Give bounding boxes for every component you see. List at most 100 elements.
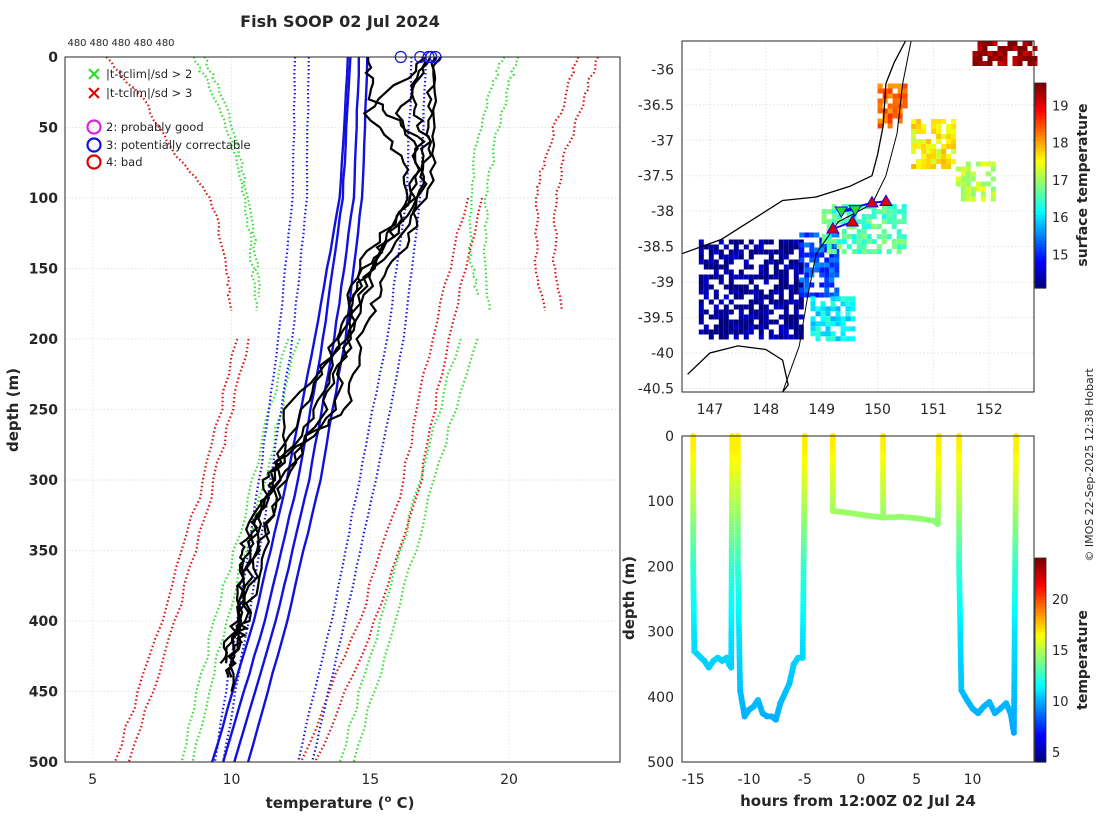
climatology-blue-dotted-line (222, 56, 310, 763)
timeseries-y-tick-label: 200 (647, 559, 674, 575)
map-y-tick-label: -39 (651, 275, 674, 291)
timeseries-colorbar-frame (1034, 557, 1047, 763)
legend-entry-label: 3: potentially correctable (106, 138, 251, 152)
profile-y-tick-label: 0 (48, 50, 58, 66)
legend-circle-marker (86, 119, 102, 135)
timeseries-cast (734, 433, 808, 723)
profile-plot-frame (64, 56, 621, 763)
observed-profile-line (219, 56, 443, 665)
profile-top-labels: 480 480 480 480 480 (67, 38, 174, 49)
map-plot-frame (681, 40, 1035, 393)
profile-top-label: 480 (67, 38, 86, 49)
profile-top-label: 480 (111, 38, 130, 49)
profile-y-tick-label: 500 (29, 755, 58, 771)
profile-legend: |t-tclim|/sd > 2 |t-tclim|/sd > 3 2: proba… (86, 67, 251, 170)
climatology-green-line (338, 338, 462, 763)
legend-entry-label: |t-tclim|/sd > 3 (106, 86, 192, 100)
sst-patch (877, 83, 908, 129)
timeseries-y-tick-label: 0 (665, 429, 674, 445)
legend-x-marker (88, 68, 100, 80)
timeseries-colorbar-tick-label: 20 (1052, 593, 1069, 608)
timeseries-y-axis-label: depth (m) (620, 556, 638, 640)
sst-patch (955, 161, 996, 202)
sst-patch (810, 296, 856, 342)
climatology-red-line (113, 338, 239, 763)
timeseries-y-tick-label: 300 (647, 625, 674, 641)
map-x-tick-label: 148 (752, 402, 779, 418)
profile-x-axis-label: temperature (o C) (266, 794, 415, 812)
station-marker (845, 214, 860, 227)
profile-x-axis-label-tail: C) (391, 794, 414, 812)
profile-top-label: 480 (155, 38, 174, 49)
observed-profile-line (233, 56, 427, 650)
map-y-tick-label: -40 (651, 346, 674, 362)
map-y-tick-label: -36 (651, 62, 674, 78)
station-marker (825, 221, 840, 234)
station-marker (834, 206, 849, 219)
climatology-blue-line (222, 56, 352, 763)
profile-y-tick-label: 400 (29, 614, 58, 630)
climatology-blue-line (233, 57, 360, 763)
legend-circle-marker (86, 137, 102, 153)
map-y-tick-label: -39.5 (638, 311, 674, 327)
observed-profile-line (228, 56, 432, 692)
island-coastline (687, 345, 789, 393)
map-y-tick-label: -37 (651, 133, 674, 149)
sst-patch (799, 232, 840, 298)
station-marker (879, 194, 893, 206)
timeseries-x-tick-label: 5 (912, 772, 921, 788)
map-colorbar-tick-label: 16 (1052, 211, 1069, 226)
map-colorbar-tick-label: 19 (1052, 99, 1069, 114)
profile-y-tick-label: 350 (29, 544, 58, 560)
map-colorbar-tick-label: 18 (1052, 137, 1069, 152)
map-colorbar-frame (1034, 82, 1047, 289)
sst-patch (972, 41, 1038, 66)
climatology-green-line (352, 338, 479, 763)
climatology-red-line (313, 197, 484, 763)
profile-y-tick-label: 100 (29, 191, 58, 207)
profile-y-tick-label: 50 (39, 121, 59, 137)
map-sst-patches (698, 41, 1038, 342)
timeseries-colorbar-tick-label: 5 (1052, 746, 1060, 761)
timeseries-colorbar-label: temperature (1075, 610, 1091, 710)
station-marker (848, 205, 863, 217)
timeseries-y-tick-label: 500 (647, 755, 674, 771)
legend-entry-label: |t-tclim|/sd > 2 (106, 67, 192, 81)
climatology-green-line (482, 56, 520, 311)
credit-label: © IMOS 22-Sep-2025 12:38 Hobart (1083, 368, 1096, 562)
climatology-red-line (127, 338, 250, 763)
map-colorbar-tick-label: 17 (1052, 174, 1069, 189)
timeseries-colorbar-tick-label: 15 (1052, 644, 1069, 659)
timeseries-x-tick-label: -5 (798, 772, 812, 788)
legend-x-marker (88, 87, 100, 99)
map-colorbar-tick-label: 15 (1052, 248, 1069, 263)
profile-observed-lines (219, 56, 443, 692)
map-axes: 147 148 149 150 151 152 -36 -36.5 -37 -37.5 -38 -38… (638, 62, 1003, 418)
timeseries-y-tick-label: 400 (647, 690, 674, 706)
map-x-tick-label: 151 (920, 402, 947, 418)
timeseries-colorbar: 5 10 15 20 (1034, 557, 1069, 763)
map-x-tick-label: 150 (864, 402, 891, 418)
observed-profile-line (227, 56, 432, 678)
profile-top-label: 480 (89, 38, 108, 49)
profile-x-tick-label: 10 (223, 772, 241, 788)
timeseries-cast (690, 433, 736, 671)
figure-title: Fish SOOP 02 Jul 2024 (240, 12, 440, 31)
map-colorbar: 15 16 17 18 19 (1034, 82, 1069, 289)
map-y-tick-label: -38.5 (638, 240, 674, 256)
timeseries-cast (880, 433, 887, 521)
timeseries-cast (956, 433, 1020, 736)
map-x-tick-label: 152 (976, 402, 1003, 418)
map-plot: 147 148 149 150 151 152 -36 -36.5 -37 -37.5 -38 -38… (638, 40, 1091, 418)
map-colorbar-label: surface temperature (1075, 103, 1091, 266)
map-y-tick-label: -40.5 (638, 381, 674, 397)
map-x-tick-label: 147 (697, 402, 724, 418)
profile-x-tick-label: 15 (361, 772, 379, 788)
map-x-tick-label: 149 (808, 402, 835, 418)
profile-x-tick-label: 5 (88, 772, 97, 788)
mainland-coastline (681, 40, 907, 255)
